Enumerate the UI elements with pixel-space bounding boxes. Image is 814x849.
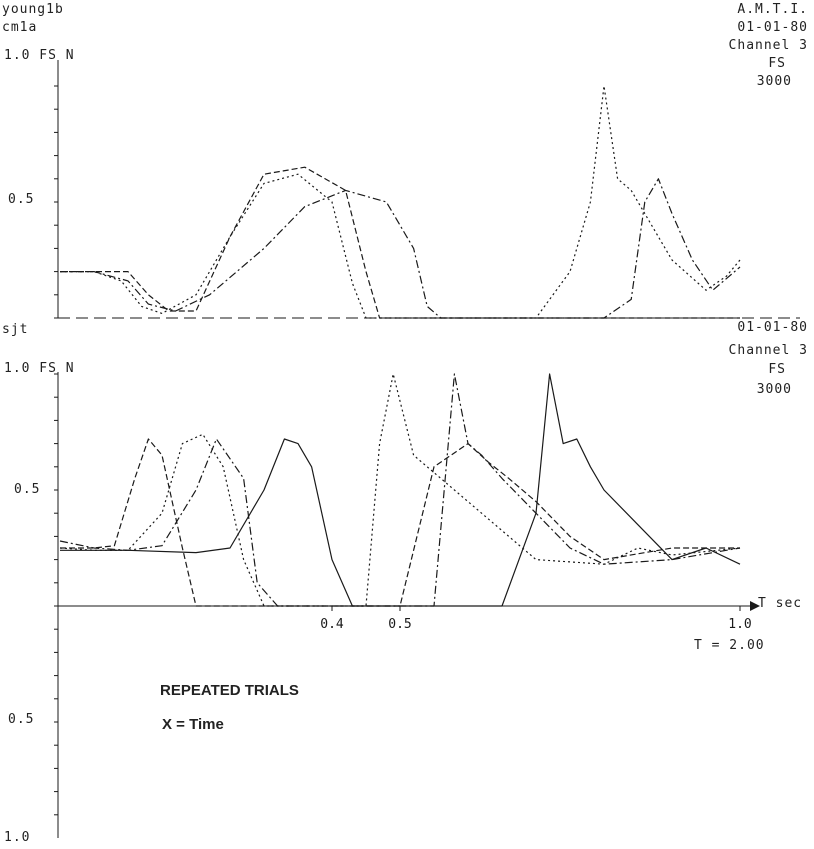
bottom-y-axis-label: 1.0 FS N — [4, 361, 75, 376]
series-line — [60, 166, 740, 319]
series-line — [60, 438, 740, 607]
top-y-axis-label: 1.0 FS N — [4, 48, 75, 63]
t-label: T = 2.00 — [694, 638, 765, 653]
top-channel-label: Channel 3 — [728, 38, 808, 53]
bottom-series-group — [59, 373, 741, 607]
x-tick-label: 0.5 — [388, 617, 411, 632]
bottom-x-tick-labels: 0.4 0.5 1.0 — [320, 606, 752, 632]
bottom-date-label: 01-01-80 — [737, 320, 808, 335]
bottom-y-mid-label: 0.5 — [14, 482, 41, 497]
series-line — [60, 373, 741, 607]
bottom-subject-label: sjt — [2, 322, 29, 337]
series-line — [59, 373, 741, 607]
top-fs-value: 3000 — [756, 74, 792, 89]
series-line — [59, 373, 741, 607]
x-axis-arrow — [750, 601, 760, 611]
top-fs-label: FS — [768, 56, 786, 71]
x-tick-label: 1.0 — [728, 617, 751, 632]
top-axes — [54, 60, 800, 319]
top-org-label: A.M.T.I. — [737, 2, 808, 17]
neg-y-mid-label: 0.5 — [8, 712, 35, 727]
bottom-axes — [54, 372, 760, 838]
top-trial-label: cm1a — [2, 20, 38, 35]
top-subject-label: young1b — [2, 2, 64, 17]
caption-repeated-trials: REPEATED TRIALS — [160, 682, 299, 699]
neg-y-bottom-label: 1.0 — [4, 830, 31, 845]
series-line — [60, 85, 741, 319]
caption-x-time: X = Time — [162, 716, 224, 733]
series-line — [60, 178, 741, 319]
x-axis-label: T sec — [758, 596, 803, 611]
bottom-channel-label: Channel 3 — [728, 343, 808, 358]
bottom-fs-label: FS — [768, 362, 786, 377]
x-tick-label: 0.4 — [320, 617, 344, 632]
top-date-label: 01-01-80 — [737, 20, 808, 35]
top-y-mid-label: 0.5 — [8, 192, 35, 207]
top-series-group — [60, 85, 741, 319]
bottom-fs-value: 3000 — [756, 382, 792, 397]
